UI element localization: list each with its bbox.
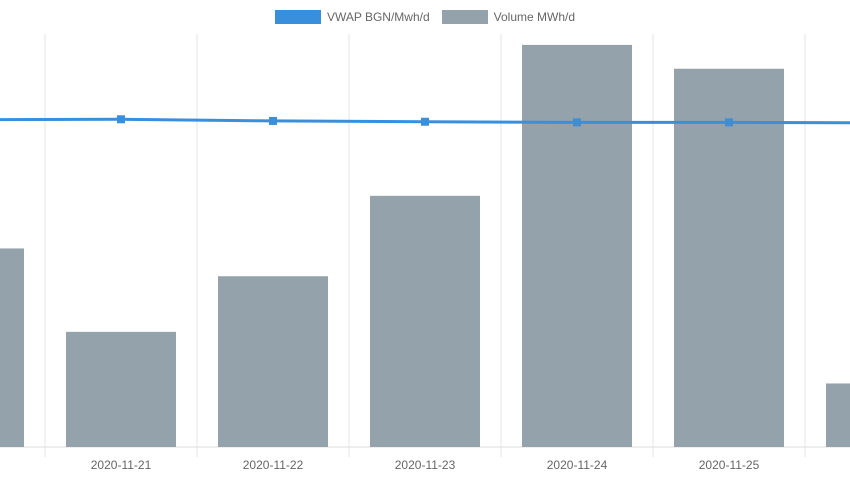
vwap-point[interactable] bbox=[573, 118, 581, 127]
vwap-point[interactable] bbox=[421, 117, 429, 126]
x-tick-label: 2020-11-21 bbox=[91, 458, 152, 472]
x-tick-label: 2020-11-25 bbox=[699, 458, 760, 472]
vwap-point[interactable] bbox=[269, 116, 277, 125]
vwap-point[interactable] bbox=[725, 118, 733, 127]
chart-legend: VWAP BGN/Mwh/d Volume MWh/d bbox=[0, 7, 850, 27]
volume-bar[interactable] bbox=[66, 331, 176, 447]
volume-bars bbox=[0, 44, 850, 448]
vwap-point[interactable] bbox=[117, 115, 125, 124]
volume-bar[interactable] bbox=[0, 248, 24, 447]
volume-bar[interactable] bbox=[522, 44, 632, 447]
vwap-line bbox=[0, 115, 850, 127]
volume-bar[interactable] bbox=[370, 195, 480, 447]
legend-label-vwap: VWAP BGN/Mwh/d bbox=[326, 10, 430, 24]
legend-item-volume[interactable]: Volume MWh/d bbox=[441, 10, 576, 24]
x-tick-label: 2020-11-23 bbox=[395, 458, 456, 472]
volume-bar[interactable] bbox=[826, 383, 850, 447]
legend-label-volume: Volume MWh/d bbox=[493, 10, 576, 24]
x-axis-ticks: 2020-11-202020-11-212020-11-222020-11-23… bbox=[91, 458, 760, 472]
volume-bar[interactable] bbox=[218, 276, 328, 447]
legend-swatch-vwap bbox=[274, 10, 321, 24]
x-tick-label: 2020-11-22 bbox=[243, 458, 304, 472]
volume-bar[interactable] bbox=[674, 68, 784, 448]
legend-swatch-volume bbox=[441, 10, 488, 24]
legend-item-vwap[interactable]: VWAP BGN/Mwh/d bbox=[274, 10, 430, 24]
x-tick-label: 2020-11-24 bbox=[547, 458, 608, 472]
